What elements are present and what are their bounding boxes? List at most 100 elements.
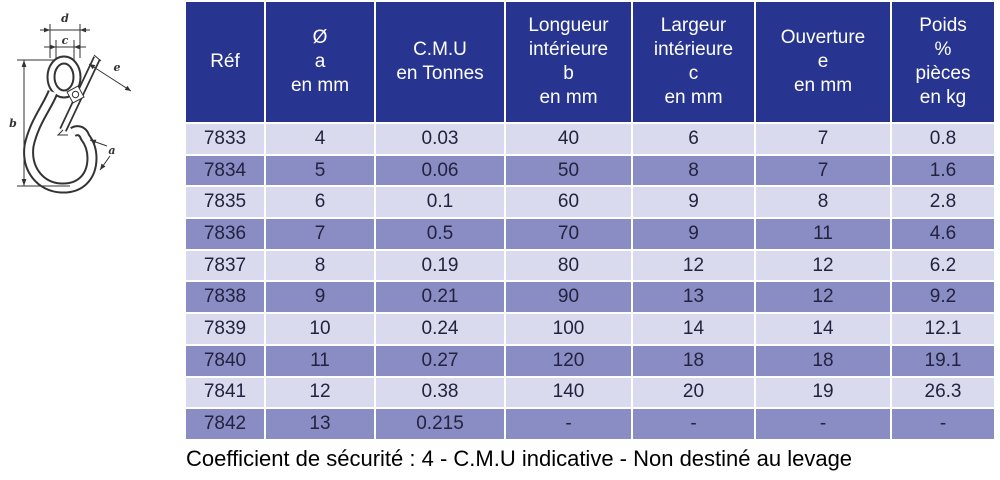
safety-note: Coefficient de sécurité : 4 - C.M.U indi…	[186, 446, 853, 471]
cell-length-b: -	[506, 409, 631, 439]
cell-diameter-a: 5	[266, 155, 374, 186]
cell-cmu: 0.24	[376, 314, 504, 344]
cell-weight: 19.1	[892, 345, 994, 376]
cell-cmu: 0.21	[376, 282, 504, 313]
cell-opening-e: 8	[756, 187, 890, 218]
cell-diameter-a: 10	[266, 314, 374, 344]
table-row: 7841 12 0.38 140 20 19 26.3	[186, 377, 994, 408]
dim-d	[40, 24, 90, 58]
cell-ref: 7841	[186, 377, 264, 408]
dim-b	[17, 59, 70, 187]
cell-cmu: 0.06	[376, 155, 504, 186]
cell-length-b: 120	[506, 345, 631, 376]
dim-label-e: e	[114, 61, 121, 74]
col-header-ref: Réf	[186, 2, 264, 122]
cell-ref: 7842	[186, 409, 264, 439]
cell-width-c: 6	[633, 124, 754, 154]
cell-weight: 0.8	[892, 124, 994, 154]
cell-length-b: 50	[506, 155, 631, 186]
gate-pivot	[66, 85, 85, 104]
table-row: 7836 7 0.5 70 9 11 4.6	[186, 219, 994, 249]
cell-ref: 7838	[186, 282, 264, 313]
col-header-opening-e: Ouverture e en mm	[756, 2, 890, 122]
dim-a	[89, 139, 111, 171]
col-header-length-b: Longueur intérieure b en mm	[506, 2, 631, 122]
dim-label-c: c	[62, 34, 69, 47]
cell-opening-e: 12	[756, 250, 890, 281]
cell-width-c: 13	[633, 282, 754, 313]
cell-opening-e: 11	[756, 219, 890, 249]
cell-width-c: 12	[633, 250, 754, 281]
cell-length-b: 60	[506, 187, 631, 218]
cell-diameter-a: 9	[266, 282, 374, 313]
cell-length-b: 140	[506, 377, 631, 408]
cell-width-c: 14	[633, 314, 754, 344]
cell-diameter-a: 13	[266, 409, 374, 439]
dim-label-a: a	[108, 144, 115, 157]
table-row: 7839 10 0.24 100 14 14 12.1	[186, 314, 994, 344]
cell-weight: 2.8	[892, 187, 994, 218]
cell-weight: 9.2	[892, 282, 994, 313]
cell-diameter-a: 6	[266, 187, 374, 218]
cell-width-c: 20	[633, 377, 754, 408]
cell-diameter-a: 4	[266, 124, 374, 154]
col-header-cmu: C.M.U en Tonnes	[376, 2, 504, 122]
cell-length-b: 80	[506, 250, 631, 281]
cell-diameter-a: 11	[266, 345, 374, 376]
cell-opening-e: -	[756, 409, 890, 439]
table-row: 7833 4 0.03 40 6 7 0.8	[186, 124, 994, 154]
cell-cmu: 0.5	[376, 219, 504, 249]
cell-ref: 7840	[186, 345, 264, 376]
table-row: 7837 8 0.19 80 12 12 6.2	[186, 250, 994, 281]
cell-weight: -	[892, 409, 994, 439]
carabiner-diagram: d c b	[0, 0, 185, 235]
cell-opening-e: 18	[756, 345, 890, 376]
cell-width-c: 9	[633, 219, 754, 249]
cell-cmu: 0.215	[376, 409, 504, 439]
table-row: 7838 9 0.21 90 13 12 9.2	[186, 282, 994, 313]
carabiner-drawing: d c b	[9, 12, 132, 194]
cell-diameter-a: 12	[266, 377, 374, 408]
cell-width-c: 8	[633, 155, 754, 186]
cell-weight: 6.2	[892, 250, 994, 281]
spec-table: Réf Ø a en mm C.M.U en Tonnes Longueur i…	[184, 0, 996, 441]
table-row: 7840 11 0.27 120 18 18 19.1	[186, 345, 994, 376]
cell-cmu: 0.19	[376, 250, 504, 281]
cell-weight: 12.1	[892, 314, 994, 344]
table-row: 7834 5 0.06 50 8 7 1.6	[186, 155, 994, 186]
cell-length-b: 100	[506, 314, 631, 344]
cell-cmu: 0.27	[376, 345, 504, 376]
cell-length-b: 90	[506, 282, 631, 313]
cell-ref: 7837	[186, 250, 264, 281]
cell-ref: 7836	[186, 219, 264, 249]
table-row: 7835 6 0.1 60 9 8 2.8	[186, 187, 994, 218]
cell-length-b: 70	[506, 219, 631, 249]
cell-opening-e: 19	[756, 377, 890, 408]
cell-cmu: 0.1	[376, 187, 504, 218]
cell-opening-e: 7	[756, 155, 890, 186]
dim-label-b: b	[9, 117, 17, 130]
cell-weight: 1.6	[892, 155, 994, 186]
dim-label-d: d	[61, 12, 69, 25]
col-header-width-c: Largeur intérieure c en mm	[633, 2, 754, 122]
cell-width-c: -	[633, 409, 754, 439]
dim-e	[88, 63, 132, 92]
cell-weight: 26.3	[892, 377, 994, 408]
cell-ref: 7833	[186, 124, 264, 154]
col-header-weight: Poids % pièces en kg	[892, 2, 994, 122]
cell-ref: 7834	[186, 155, 264, 186]
cell-weight: 4.6	[892, 219, 994, 249]
cell-ref: 7835	[186, 187, 264, 218]
table-row: 7842 13 0.215 - - - -	[186, 409, 994, 439]
cell-diameter-a: 8	[266, 250, 374, 281]
col-header-diameter-a: Ø a en mm	[266, 2, 374, 122]
cell-opening-e: 14	[756, 314, 890, 344]
cell-opening-e: 12	[756, 282, 890, 313]
cell-width-c: 18	[633, 345, 754, 376]
dim-c	[44, 40, 86, 60]
hook-body-core	[25, 57, 96, 192]
cell-cmu: 0.03	[376, 124, 504, 154]
cell-cmu: 0.38	[376, 377, 504, 408]
cell-diameter-a: 7	[266, 219, 374, 249]
